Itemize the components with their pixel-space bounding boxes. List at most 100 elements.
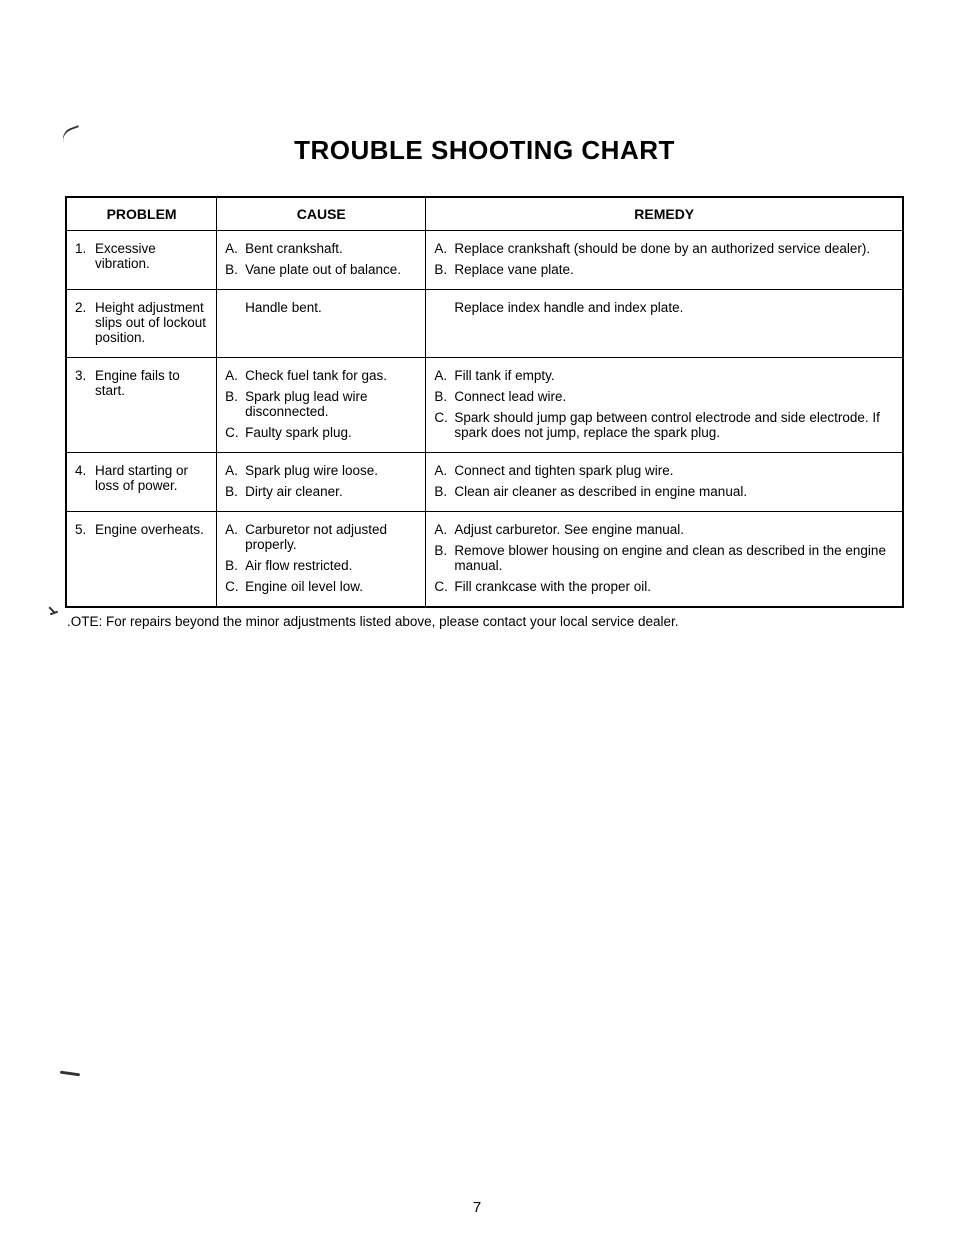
cause-letter: A. xyxy=(225,522,245,552)
column-header-remedy: REMEDY xyxy=(426,197,903,231)
cause-letter: C. xyxy=(225,425,245,440)
cause-cell: A. Check fuel tank for gas. B. Spark plu… xyxy=(217,358,426,453)
table-header-row: PROBLEM CAUSE REMEDY xyxy=(66,197,903,231)
cause-item: A. Carburetor not adjusted properly. xyxy=(225,522,417,552)
table-row: 5. Engine overheats. A. Carburetor not a… xyxy=(66,512,903,608)
table-row: 2. Height adjustment slips out of lockou… xyxy=(66,290,903,358)
remedy-item: B. Connect lead wire. xyxy=(434,389,894,404)
cause-text: Faulty spark plug. xyxy=(245,425,417,440)
scan-artifact-left xyxy=(48,605,58,617)
remedy-text: Connect lead wire. xyxy=(454,389,894,404)
remedy-cell: A. Replace crankshaft (should be done by… xyxy=(426,231,903,290)
problem-text: Height adjustment slips out of lockout p… xyxy=(95,300,208,345)
remedy-item: B. Clean air cleaner as described in eng… xyxy=(434,484,894,499)
troubleshooting-table: PROBLEM CAUSE REMEDY 1. Excessive vibrat… xyxy=(65,196,904,608)
table-row: 3. Engine fails to start. A. Check fuel … xyxy=(66,358,903,453)
remedy-item: A. Replace crankshaft (should be done by… xyxy=(434,241,894,256)
cause-cell: A. Spark plug wire loose. B. Dirty air c… xyxy=(217,453,426,512)
cause-letter: A. xyxy=(225,368,245,383)
cause-item: B. Spark plug lead wire disconnected. xyxy=(225,389,417,419)
cause-item: A. Spark plug wire loose. xyxy=(225,463,417,478)
cause-text: Dirty air cleaner. xyxy=(245,484,417,499)
cause-text: Spark plug wire loose. xyxy=(245,463,417,478)
remedy-item: C. Spark should jump gap between control… xyxy=(434,410,894,440)
cause-cell: A. Bent crankshaft. B. Vane plate out of… xyxy=(217,231,426,290)
remedy-cell: Replace index handle and index plate. xyxy=(426,290,903,358)
remedy-cell: A. Fill tank if empty. B. Connect lead w… xyxy=(426,358,903,453)
remedy-text: Fill crankcase with the proper oil. xyxy=(454,579,894,594)
problem-cell: 4. Hard starting or loss of power. xyxy=(66,453,217,512)
table-row: 4. Hard starting or loss of power. A. Sp… xyxy=(66,453,903,512)
cause-item: B. Air flow restricted. xyxy=(225,558,417,573)
cause-text: Carburetor not adjusted properly. xyxy=(245,522,417,552)
column-header-problem: PROBLEM xyxy=(66,197,217,231)
remedy-letter: A. xyxy=(434,241,454,256)
problem-text: Engine fails to start. xyxy=(95,368,208,398)
remedy-item: C. Fill crankcase with the proper oil. xyxy=(434,579,894,594)
cause-item: A. Check fuel tank for gas. xyxy=(225,368,417,383)
problem-number: 5. xyxy=(75,522,95,537)
remedy-item: B. Remove blower housing on engine and c… xyxy=(434,543,894,573)
remedy-text: Clean air cleaner as described in engine… xyxy=(454,484,894,499)
cause-letter: B. xyxy=(225,484,245,499)
problem-number: 1. xyxy=(75,241,95,271)
remedy-letter: B. xyxy=(434,262,454,277)
cause-letter: A. xyxy=(225,241,245,256)
cause-item: B. Dirty air cleaner. xyxy=(225,484,417,499)
remedy-text: Replace crankshaft (should be done by an… xyxy=(454,241,894,256)
problem-text: Excessive vibration. xyxy=(95,241,208,271)
remedy-text: Adjust carburetor. See engine manual. xyxy=(454,522,894,537)
remedy-letter: A. xyxy=(434,522,454,537)
problem-cell: 1. Excessive vibration. xyxy=(66,231,217,290)
cause-letter: C. xyxy=(225,579,245,594)
remedy-item: A. Fill tank if empty. xyxy=(434,368,894,383)
cause-text: Check fuel tank for gas. xyxy=(245,368,417,383)
cause-text: Engine oil level low. xyxy=(245,579,417,594)
remedy-text: Spark should jump gap between control el… xyxy=(454,410,894,440)
problem-text: Hard starting or loss of power. xyxy=(95,463,208,493)
footnote: .OTE: For repairs beyond the minor adjus… xyxy=(65,614,904,629)
cause-text: Bent crankshaft. xyxy=(245,241,417,256)
scan-artifact-bottom xyxy=(60,1072,82,1082)
remedy-letter: B. xyxy=(434,389,454,404)
cause-cell: A. Carburetor not adjusted properly. B. … xyxy=(217,512,426,608)
cause-item: B. Vane plate out of balance. xyxy=(225,262,417,277)
cause-letter: B. xyxy=(225,389,245,419)
remedy-text: Replace vane plate. xyxy=(454,262,894,277)
cause-item: A. Bent crankshaft. xyxy=(225,241,417,256)
remedy-item: A. Adjust carburetor. See engine manual. xyxy=(434,522,894,537)
remedy-letter: B. xyxy=(434,543,454,573)
problem-cell: 2. Height adjustment slips out of lockou… xyxy=(66,290,217,358)
remedy-letter: C. xyxy=(434,410,454,440)
remedy-letter: A. xyxy=(434,463,454,478)
problem-cell: 3. Engine fails to start. xyxy=(66,358,217,453)
problem-text: Engine overheats. xyxy=(95,522,208,537)
remedy-letter: B. xyxy=(434,484,454,499)
remedy-item: B. Replace vane plate. xyxy=(434,262,894,277)
cause-letter: B. xyxy=(225,558,245,573)
cause-text: Air flow restricted. xyxy=(245,558,417,573)
cause-item: C. Engine oil level low. xyxy=(225,579,417,594)
cause-cell: Handle bent. xyxy=(217,290,426,358)
page-number: 7 xyxy=(0,1199,954,1216)
remedy-cell: A. Connect and tighten spark plug wire. … xyxy=(426,453,903,512)
column-header-cause: CAUSE xyxy=(217,197,426,231)
remedy-item: A. Connect and tighten spark plug wire. xyxy=(434,463,894,478)
cause-item: C. Faulty spark plug. xyxy=(225,425,417,440)
page-title: TROUBLE SHOOTING CHART xyxy=(65,135,904,166)
cause-letter: B. xyxy=(225,262,245,277)
problem-number: 4. xyxy=(75,463,95,493)
problem-number: 2. xyxy=(75,300,95,345)
remedy-cell: A. Adjust carburetor. See engine manual.… xyxy=(426,512,903,608)
table-row: 1. Excessive vibration. A. Bent cranksha… xyxy=(66,231,903,290)
remedy-text: Remove blower housing on engine and clea… xyxy=(454,543,894,573)
remedy-text: Connect and tighten spark plug wire. xyxy=(454,463,894,478)
cause-letter: A. xyxy=(225,463,245,478)
remedy-text: Fill tank if empty. xyxy=(454,368,894,383)
remedy-letter: C. xyxy=(434,579,454,594)
cause-text: Handle bent. xyxy=(225,300,417,315)
remedy-letter: A. xyxy=(434,368,454,383)
cause-text: Spark plug lead wire disconnected. xyxy=(245,389,417,419)
problem-cell: 5. Engine overheats. xyxy=(66,512,217,608)
remedy-text: Replace index handle and index plate. xyxy=(434,300,894,315)
